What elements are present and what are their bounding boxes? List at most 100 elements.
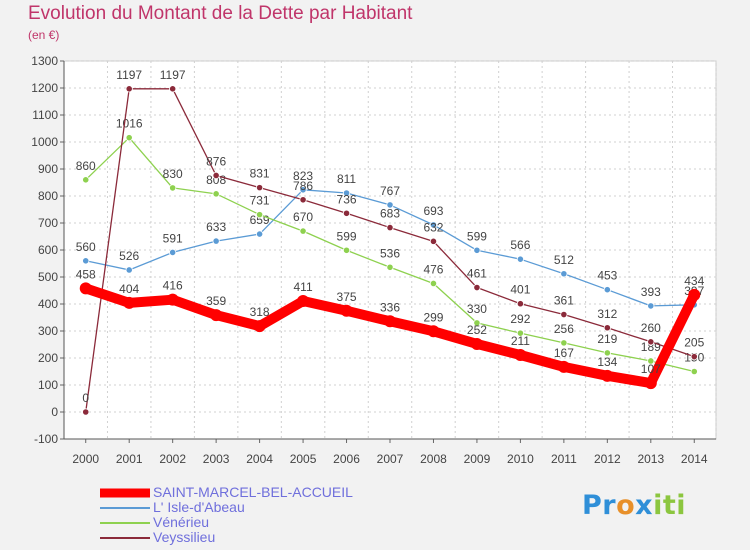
data-label: 256 <box>554 322 574 336</box>
data-point <box>169 184 177 192</box>
data-point <box>603 286 611 294</box>
y-tick-label: 0 <box>51 405 58 419</box>
data-label: 416 <box>163 279 183 293</box>
data-label: 292 <box>510 312 530 326</box>
x-tick-label: 2004 <box>246 452 273 466</box>
data-label: 167 <box>554 346 574 360</box>
data-label: 599 <box>337 229 357 243</box>
data-point <box>427 325 440 338</box>
data-label: 461 <box>467 267 487 281</box>
y-tick-label: 1100 <box>32 108 58 122</box>
legend-item-saint-marcel[interactable]: SAINT-MARCEL-BEL-ACCUEIL <box>100 485 353 500</box>
data-point <box>560 310 568 319</box>
data-point <box>560 270 568 278</box>
data-label: 831 <box>250 167 270 181</box>
data-label: 205 <box>684 336 704 350</box>
y-tick-label: 600 <box>38 243 58 257</box>
y-tick-label: 700 <box>38 216 58 230</box>
y-tick-label: -100 <box>34 432 58 446</box>
logo-part: iti <box>653 490 687 521</box>
data-point <box>342 246 351 254</box>
data-point <box>125 266 133 274</box>
data-point <box>516 255 525 263</box>
data-point <box>255 184 264 192</box>
y-tick-label: 200 <box>38 351 58 365</box>
data-label: 375 <box>337 290 357 304</box>
data-point <box>603 324 611 332</box>
x-tick-label: 2001 <box>116 452 143 466</box>
data-label: 830 <box>163 167 183 181</box>
data-point <box>342 189 351 197</box>
legend: SAINT-MARCEL-BEL-ACCUEIL L' Isle-d'Abeau… <box>100 485 353 545</box>
data-point <box>169 85 177 93</box>
data-label: 211 <box>511 334 530 348</box>
x-tick-label: 2007 <box>377 452 404 466</box>
data-point <box>125 85 133 93</box>
data-point <box>601 369 614 382</box>
x-tick-label: 2009 <box>464 452 491 466</box>
y-tick-label: 800 <box>38 189 58 203</box>
data-label: 252 <box>467 323 487 337</box>
legend-label-veyssilieu: Veyssilieu <box>153 529 216 545</box>
data-point <box>125 134 133 142</box>
data-label: 876 <box>206 154 226 168</box>
data-point <box>342 209 351 217</box>
data-point <box>647 302 655 310</box>
data-label: 1197 <box>116 68 142 82</box>
data-label: 823 <box>293 169 313 183</box>
chart-title: Evolution du Montant de la Dette par Hab… <box>28 3 413 24</box>
data-point <box>79 282 92 295</box>
legend-item-veyssilieu[interactable]: Veyssilieu <box>100 530 353 545</box>
x-tick-label: 2000 <box>72 452 99 466</box>
data-label: 219 <box>597 332 617 346</box>
x-tick-label: 2011 <box>551 452 577 466</box>
data-point <box>690 353 698 361</box>
data-point <box>166 293 179 306</box>
x-tick-label: 2008 <box>420 452 447 466</box>
data-label: 0 <box>82 391 89 405</box>
data-label: 453 <box>597 269 617 283</box>
data-label: 312 <box>597 307 617 321</box>
y-tick-label: 1000 <box>31 135 58 149</box>
data-label: 811 <box>337 172 356 186</box>
data-label: 434 <box>684 274 704 288</box>
data-point <box>212 237 220 245</box>
legend-label-saint-marcel: SAINT-MARCEL-BEL-ACCUEIL <box>153 484 353 500</box>
data-point <box>470 337 483 350</box>
data-point <box>384 315 396 328</box>
data-point <box>82 408 90 416</box>
legend-label-venerieu: Vénérieu <box>153 514 210 530</box>
data-label: 670 <box>293 210 313 224</box>
data-label: 401 <box>510 283 530 297</box>
data-point <box>253 320 266 333</box>
data-point <box>603 349 611 357</box>
data-point <box>299 227 307 235</box>
data-label: 560 <box>76 240 96 254</box>
y-tick-label: 300 <box>38 324 58 338</box>
data-label: 512 <box>554 253 574 267</box>
proxiti-logo: Proxiti <box>582 490 686 521</box>
data-label: 599 <box>467 229 487 243</box>
data-point <box>299 186 307 194</box>
legend-swatch-isle-dabeau <box>100 502 150 514</box>
data-label: 591 <box>163 231 183 245</box>
data-point <box>429 237 438 245</box>
x-tick-label: 2006 <box>333 452 360 466</box>
data-point <box>82 257 90 265</box>
legend-swatch-veyssilieu <box>100 532 150 544</box>
x-tick-label: 2013 <box>637 452 664 466</box>
data-label: 260 <box>641 321 661 335</box>
data-point <box>82 176 90 184</box>
data-label: 404 <box>119 282 139 296</box>
data-label: 1197 <box>160 68 186 82</box>
data-label: 860 <box>76 159 96 173</box>
legend-item-isle-dabeau[interactable]: L' Isle-d'Abeau <box>100 500 353 515</box>
legend-swatch-saint-marcel <box>100 487 150 499</box>
data-point <box>255 211 264 219</box>
legend-item-venerieu[interactable]: Vénérieu <box>100 515 353 530</box>
data-point <box>473 246 481 254</box>
data-label: 683 <box>380 207 400 221</box>
data-label: 536 <box>380 246 400 260</box>
y-tick-label: 900 <box>38 162 58 176</box>
